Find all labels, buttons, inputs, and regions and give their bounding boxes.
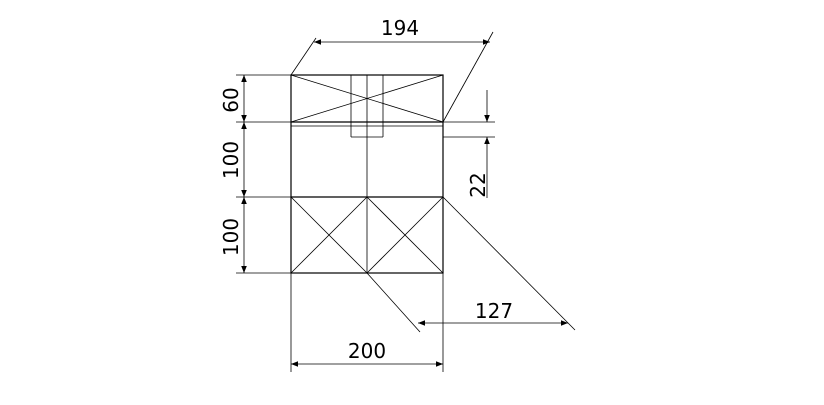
object-outline bbox=[290, 74, 444, 274]
top-section-detail bbox=[290, 74, 444, 138]
dimension-text-60: 60 bbox=[219, 87, 243, 112]
dimension-text-22: 22 bbox=[466, 172, 490, 197]
dimension-text-100-middle: 100 bbox=[219, 141, 243, 179]
dimension-127: 127 bbox=[366, 196, 576, 333]
dimension-194: 194 bbox=[290, 16, 494, 123]
dimension-200: 200 bbox=[290, 273, 444, 372]
dimension-text-100-bottom: 100 bbox=[219, 218, 243, 256]
dimension-text-194: 194 bbox=[381, 16, 419, 40]
dimension-text-127: 127 bbox=[475, 299, 513, 323]
dimension-text-200: 200 bbox=[348, 339, 386, 363]
bottom-section-crosses bbox=[290, 196, 444, 274]
dimension-22: 22 bbox=[443, 90, 495, 198]
left-dimension-chain: 60 100 100 bbox=[219, 74, 291, 274]
